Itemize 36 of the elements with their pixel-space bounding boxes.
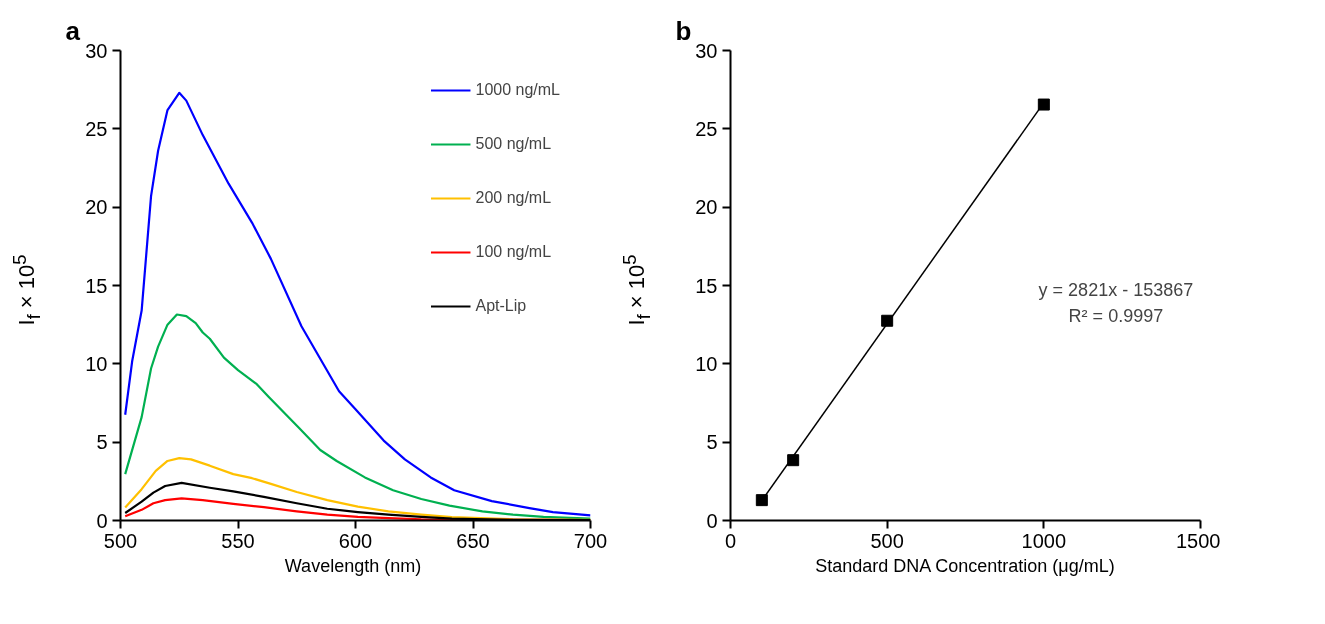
- legend-label: 1000 ng/mL: [475, 81, 560, 99]
- legend-label: 100 ng/mL: [475, 243, 552, 261]
- annotation: R² = 0.9997: [1068, 305, 1164, 326]
- x-axis-title: Standard DNA Concentration (μg/mL): [815, 555, 1115, 576]
- y-tick-label: 10: [695, 352, 718, 375]
- y-tick-label: 25: [85, 117, 108, 140]
- x-tick-label: 1000: [1021, 529, 1067, 552]
- x-axis-title: Wavelength (nm): [284, 555, 422, 576]
- chart-title: a: [65, 15, 81, 46]
- y-tick-label: 30: [85, 39, 108, 62]
- x-tick-label: 500: [870, 529, 904, 552]
- y-tick-label: 30: [695, 39, 718, 62]
- x-tick-label: 700: [573, 529, 608, 552]
- legend-label: 200 ng/mL: [475, 189, 552, 207]
- y-tick-label: 5: [96, 431, 108, 454]
- y-tick-label: 0: [706, 509, 718, 532]
- point: [1037, 98, 1050, 111]
- y-tick-label: 25: [695, 117, 718, 140]
- legend-label: 500 ng/mL: [475, 135, 552, 153]
- y-tick-label: 15: [85, 274, 108, 297]
- y-tick-label: 5: [706, 431, 718, 454]
- chart-title: b: [675, 15, 692, 46]
- x-tick-label: 650: [456, 529, 490, 552]
- y-tick-label: 10: [85, 352, 108, 375]
- x-tick-label: 1500: [1176, 529, 1221, 552]
- x-tick-label: 500: [103, 529, 138, 552]
- x-tick-label: 600: [338, 529, 373, 552]
- annotation: y = 2821x - 153867: [1038, 279, 1194, 300]
- legend-label: Apt-Lip: [475, 297, 527, 315]
- x-tick-label: 550: [221, 529, 255, 552]
- y-tick-label: 20: [695, 196, 718, 219]
- x-tick-label: 0: [724, 529, 737, 552]
- y-tick-label: 15: [695, 274, 718, 297]
- y-tick-label: 0: [96, 509, 108, 532]
- y-tick-label: 20: [85, 196, 108, 219]
- point: [755, 494, 768, 507]
